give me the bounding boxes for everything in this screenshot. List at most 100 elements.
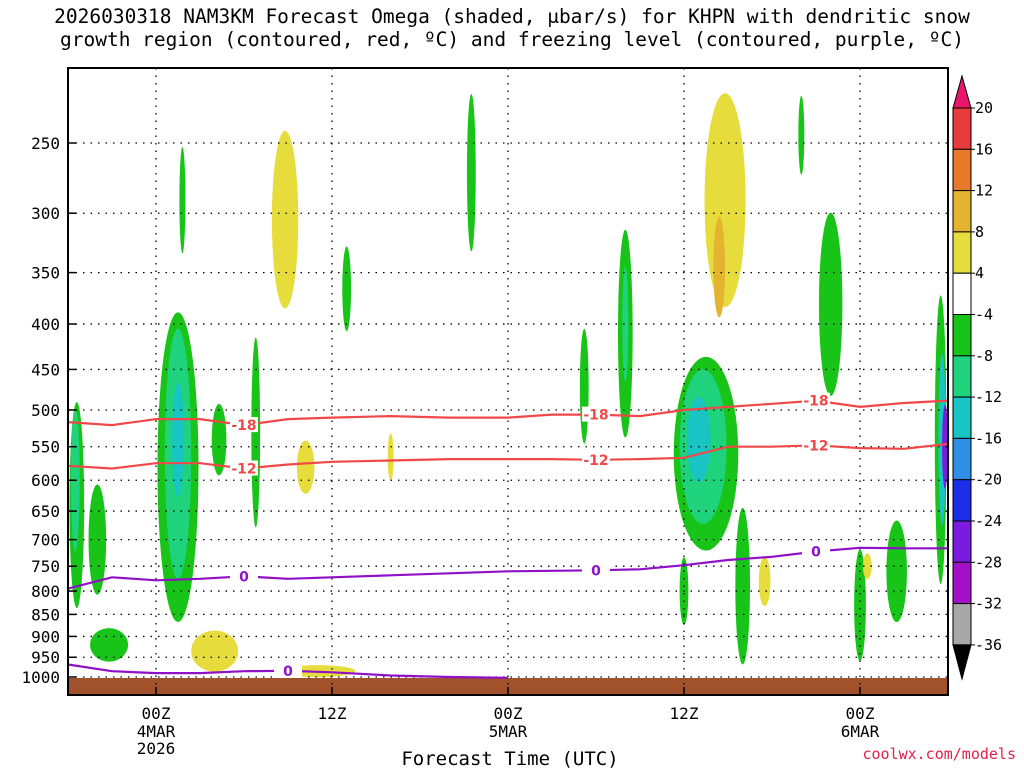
y-tick-label-550: 550 bbox=[31, 438, 60, 457]
omega-region-8 bbox=[90, 628, 129, 662]
contour-label-1-1: -12 bbox=[583, 453, 608, 469]
colorbar-label-7: -12 bbox=[975, 388, 1002, 406]
y-tick-label-400: 400 bbox=[31, 315, 60, 334]
y-tick-label-750: 750 bbox=[31, 557, 60, 576]
colorbar-label-0: 20 bbox=[975, 99, 993, 117]
gridlines bbox=[68, 68, 948, 695]
contour-label-bg-1-0 bbox=[230, 460, 258, 476]
colorbar-label-8: -16 bbox=[975, 429, 1002, 447]
contours: -18 -18 -18 -12 -12 -12 0 0 0 0 bbox=[67, 392, 949, 680]
colorbar-label-1: 16 bbox=[975, 140, 993, 158]
colorbar-swatch-10 bbox=[952, 479, 972, 522]
chart-title-line2: growth region (contoured, red, ºC) and f… bbox=[60, 28, 964, 51]
colorbar-label-3: 8 bbox=[975, 223, 984, 241]
omega-region-30 bbox=[296, 440, 315, 494]
y-tick-label-950: 950 bbox=[31, 648, 60, 667]
colorbar-cap-bottom bbox=[952, 644, 972, 681]
x-tick-label-3: 12Z bbox=[670, 704, 699, 723]
contour-label-bg-0-0 bbox=[230, 417, 258, 433]
y-tick-label-300: 300 bbox=[31, 204, 60, 223]
colorbar-swatch-13 bbox=[952, 603, 972, 646]
y-tick-label-850: 850 bbox=[31, 605, 60, 624]
y-tick-label-250: 250 bbox=[31, 134, 60, 153]
colorbar-swatch-1 bbox=[952, 107, 972, 150]
y-tick-label-600: 600 bbox=[31, 471, 60, 490]
contour-label-bg-3-0 bbox=[274, 662, 302, 678]
contour-label-bg-2-2 bbox=[802, 543, 830, 559]
omega-region-10 bbox=[179, 146, 186, 254]
y-tick-label-900: 900 bbox=[31, 627, 60, 646]
contour-label-bg-2-0 bbox=[230, 568, 258, 584]
contour-label-2-2: 0 bbox=[811, 545, 821, 561]
omega-region-34 bbox=[758, 556, 771, 606]
omega-region-6 bbox=[251, 337, 261, 528]
contour-3 bbox=[67, 663, 509, 679]
y-axis: 250 300 350 400 450 500 550 600 650 700 750 800 850 9… bbox=[21, 134, 76, 687]
contour-label-bg-0-1 bbox=[582, 406, 610, 422]
y-tick-label-650: 650 bbox=[31, 502, 60, 521]
colorbar-swatch-8 bbox=[952, 396, 972, 439]
colorbar-label-11: -28 bbox=[975, 553, 1002, 571]
omega-shading bbox=[69, 93, 949, 678]
omega-region-32 bbox=[713, 216, 726, 318]
x-tick-sublabel-0-1: 2026 bbox=[137, 739, 176, 758]
omega-region-27 bbox=[271, 130, 299, 309]
colorbar-label-2: 12 bbox=[975, 182, 993, 200]
colorbar-label-6: -8 bbox=[975, 347, 993, 365]
colorbar-swatch-9 bbox=[952, 437, 972, 481]
colorbar-label-4: 4 bbox=[975, 264, 984, 282]
omega-region-24 bbox=[942, 404, 949, 489]
colorbar-swatch-6 bbox=[952, 314, 972, 357]
omega-region-25 bbox=[886, 520, 907, 623]
omega-region-5 bbox=[172, 382, 184, 497]
omega-region-2 bbox=[88, 484, 107, 595]
x-tick-label-2: 00Z bbox=[494, 704, 523, 723]
colorbar-label-12: -32 bbox=[975, 595, 1002, 613]
colorbar: 20 16 12 8 4 -4 -8 -12 -16 -20 -24 -28 -32 -36 bbox=[952, 74, 1002, 681]
omega-region-26 bbox=[854, 549, 866, 662]
omega-region-12 bbox=[579, 328, 589, 444]
y-tick-label-800: 800 bbox=[31, 582, 60, 601]
x-tick-label-1: 12Z bbox=[318, 704, 347, 723]
omega-region-35 bbox=[862, 553, 872, 580]
x-axis-title: Forecast Time (UTC) bbox=[401, 748, 618, 768]
omega-region-28 bbox=[191, 630, 239, 672]
colorbar-swatch-12 bbox=[952, 561, 972, 605]
omega-region-18 bbox=[735, 507, 751, 665]
y-tick-label-450: 450 bbox=[31, 360, 60, 379]
colorbar-swatch-5 bbox=[952, 272, 972, 316]
omega-region-14 bbox=[622, 266, 629, 382]
contour-label-2-1: 0 bbox=[591, 563, 601, 579]
omega-region-17 bbox=[686, 396, 711, 483]
y-tick-label-350: 350 bbox=[31, 264, 60, 283]
contour-label-0-1: -18 bbox=[583, 408, 608, 424]
x-tick-sublabel-2-0: 5MAR bbox=[489, 722, 528, 741]
y-tick-label-700: 700 bbox=[31, 531, 60, 550]
omega-region-31 bbox=[704, 93, 746, 308]
y-tick-label-500: 500 bbox=[31, 401, 60, 420]
contour-label-0-0: -18 bbox=[231, 418, 256, 434]
colorbar-swatch-3 bbox=[952, 190, 972, 233]
omega-region-21 bbox=[798, 95, 805, 175]
contour-label-bg-0-2 bbox=[802, 392, 830, 408]
contour-label-3-0: 0 bbox=[283, 664, 293, 680]
contour-label-1-2: -12 bbox=[803, 438, 828, 454]
credit-text: coolwx.com/models bbox=[862, 745, 1016, 763]
colorbar-swatch-7 bbox=[952, 355, 972, 398]
omega-region-33 bbox=[387, 433, 394, 481]
contour-label-0-2: -18 bbox=[803, 394, 828, 410]
colorbar-label-5: -4 bbox=[975, 306, 993, 324]
omega-region-20 bbox=[818, 212, 843, 396]
x-tick-sublabel-4-0: 6MAR bbox=[841, 722, 880, 741]
x-tick-label-0: 00Z bbox=[142, 704, 171, 723]
ground-strip bbox=[68, 678, 948, 695]
colorbar-swatch-4 bbox=[952, 231, 972, 274]
colorbar-swatch-2 bbox=[952, 148, 972, 192]
contour-label-1-0: -12 bbox=[231, 461, 256, 477]
colorbar-swatch-11 bbox=[952, 520, 972, 563]
contour-label-bg-1-1 bbox=[582, 451, 610, 467]
colorbar-label-9: -20 bbox=[975, 471, 1002, 489]
contour-label-bg-1-2 bbox=[802, 437, 830, 453]
